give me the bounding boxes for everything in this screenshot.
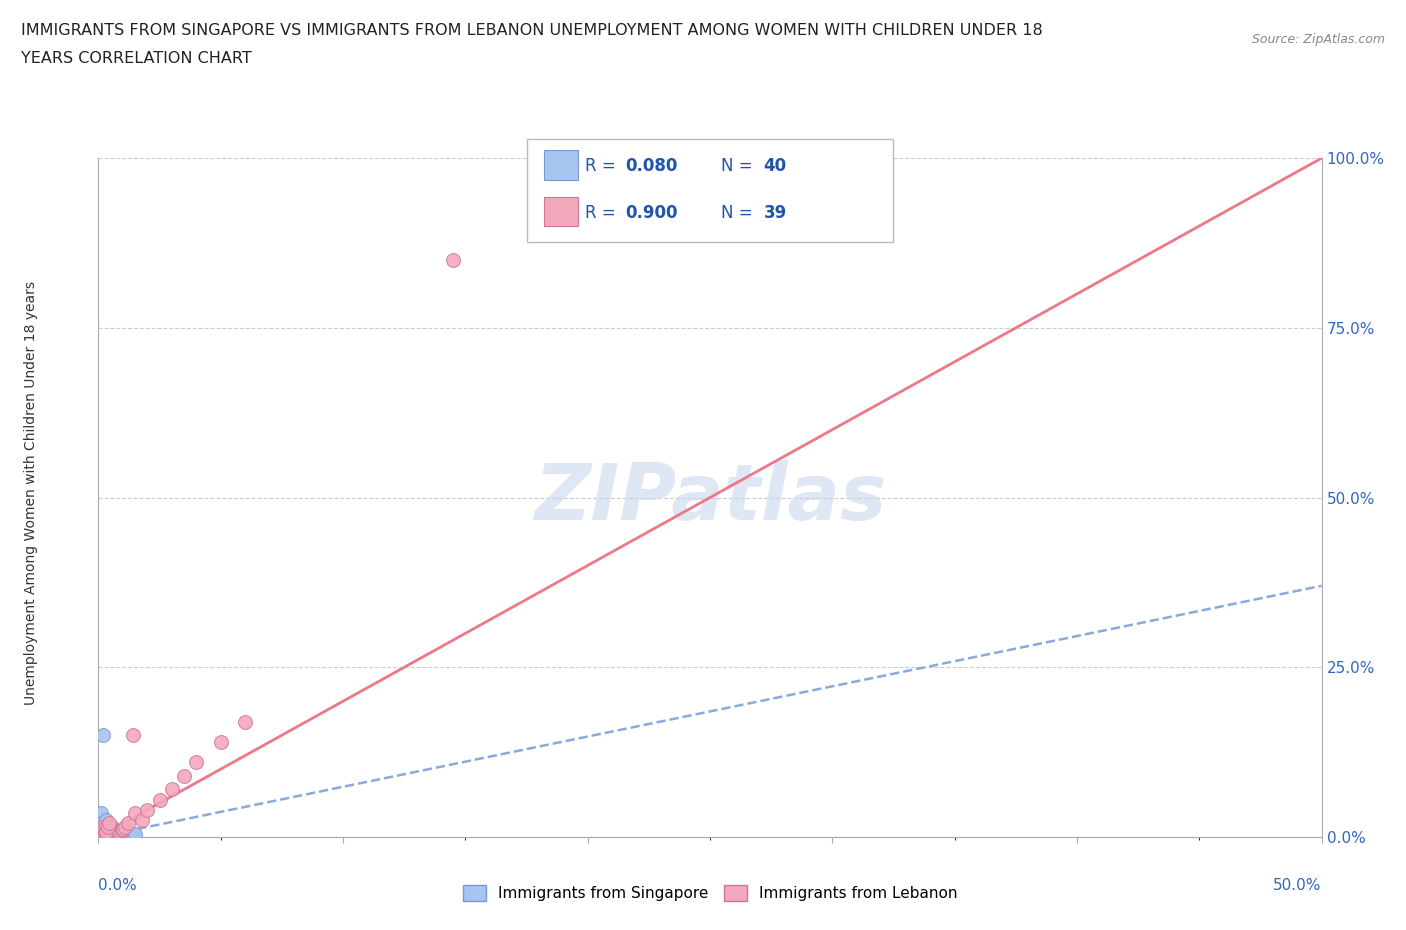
Point — [111, 824, 134, 839]
Point — [101, 828, 124, 843]
Text: R =: R = — [585, 204, 621, 222]
Point — [97, 826, 120, 841]
Point — [160, 782, 183, 797]
Point — [98, 823, 121, 838]
Point — [90, 826, 112, 841]
Point — [111, 821, 134, 836]
Text: 50.0%: 50.0% — [1274, 878, 1322, 893]
Point — [97, 826, 120, 841]
Point — [97, 816, 120, 830]
Point — [90, 805, 112, 820]
Point — [136, 803, 159, 817]
Point — [97, 823, 120, 838]
Text: 39: 39 — [763, 204, 787, 222]
Point — [108, 826, 131, 841]
Point — [114, 819, 136, 834]
Text: ZIPatlas: ZIPatlas — [534, 459, 886, 536]
Point — [233, 714, 256, 729]
Point — [91, 824, 114, 839]
Point — [105, 825, 128, 840]
Point — [120, 827, 142, 842]
Point — [96, 821, 118, 836]
Text: 0.900: 0.900 — [626, 204, 678, 222]
Point — [94, 824, 117, 839]
Point — [117, 816, 139, 830]
Point — [186, 755, 208, 770]
Text: N =: N = — [721, 204, 758, 222]
Point — [114, 826, 136, 841]
Point — [111, 825, 134, 840]
Point — [97, 819, 120, 834]
Point — [90, 827, 112, 842]
Point — [149, 792, 172, 807]
Point — [124, 826, 146, 841]
Point — [104, 828, 127, 843]
Point — [110, 824, 132, 839]
Text: Source: ZipAtlas.com: Source: ZipAtlas.com — [1251, 33, 1385, 46]
Point — [93, 821, 115, 836]
Point — [91, 826, 114, 841]
Point — [96, 826, 118, 841]
Point — [124, 805, 146, 820]
Point — [107, 826, 129, 841]
Point — [94, 824, 117, 839]
Point — [94, 813, 117, 828]
Point — [91, 823, 114, 838]
Text: IMMIGRANTS FROM SINGAPORE VS IMMIGRANTS FROM LEBANON UNEMPLOYMENT AMONG WOMEN WI: IMMIGRANTS FROM SINGAPORE VS IMMIGRANTS … — [21, 23, 1043, 38]
Legend: Immigrants from Singapore, Immigrants from Lebanon: Immigrants from Singapore, Immigrants fr… — [457, 879, 963, 908]
Text: YEARS CORRELATION CHART: YEARS CORRELATION CHART — [21, 51, 252, 66]
Point — [131, 813, 153, 828]
Point — [107, 827, 129, 842]
Point — [209, 735, 232, 750]
Point — [98, 826, 121, 841]
Point — [100, 826, 122, 841]
Point — [110, 826, 132, 841]
Point — [100, 821, 122, 836]
Point — [441, 252, 464, 268]
Point — [105, 828, 128, 843]
Point — [93, 824, 115, 839]
Point — [103, 827, 125, 842]
Point — [104, 826, 127, 841]
Point — [101, 819, 124, 834]
Point — [91, 727, 114, 742]
Point — [120, 826, 142, 841]
Point — [101, 826, 124, 841]
Text: N =: N = — [721, 157, 758, 176]
Point — [100, 819, 122, 834]
Point — [94, 821, 117, 836]
Point — [101, 824, 124, 839]
Text: R =: R = — [585, 157, 621, 176]
Point — [93, 821, 115, 836]
Point — [93, 823, 115, 838]
Point — [103, 827, 125, 842]
Point — [96, 825, 118, 840]
Point — [121, 727, 143, 742]
Point — [111, 823, 134, 838]
Point — [118, 826, 141, 841]
Text: Unemployment Among Women with Children Under 18 years: Unemployment Among Women with Children U… — [24, 281, 38, 705]
Point — [97, 827, 120, 842]
Text: 0.080: 0.080 — [626, 157, 678, 176]
Point — [91, 816, 114, 830]
Point — [115, 827, 138, 842]
Point — [91, 819, 114, 834]
Text: 0.0%: 0.0% — [98, 878, 138, 893]
Point — [173, 768, 195, 783]
Point — [121, 827, 143, 842]
Point — [91, 819, 114, 834]
Point — [112, 826, 135, 841]
Point — [108, 826, 131, 841]
Point — [103, 823, 125, 838]
Point — [104, 826, 127, 841]
Point — [101, 824, 124, 839]
Point — [98, 823, 121, 838]
Text: 40: 40 — [763, 157, 786, 176]
Point — [117, 826, 139, 841]
Point — [96, 824, 118, 839]
